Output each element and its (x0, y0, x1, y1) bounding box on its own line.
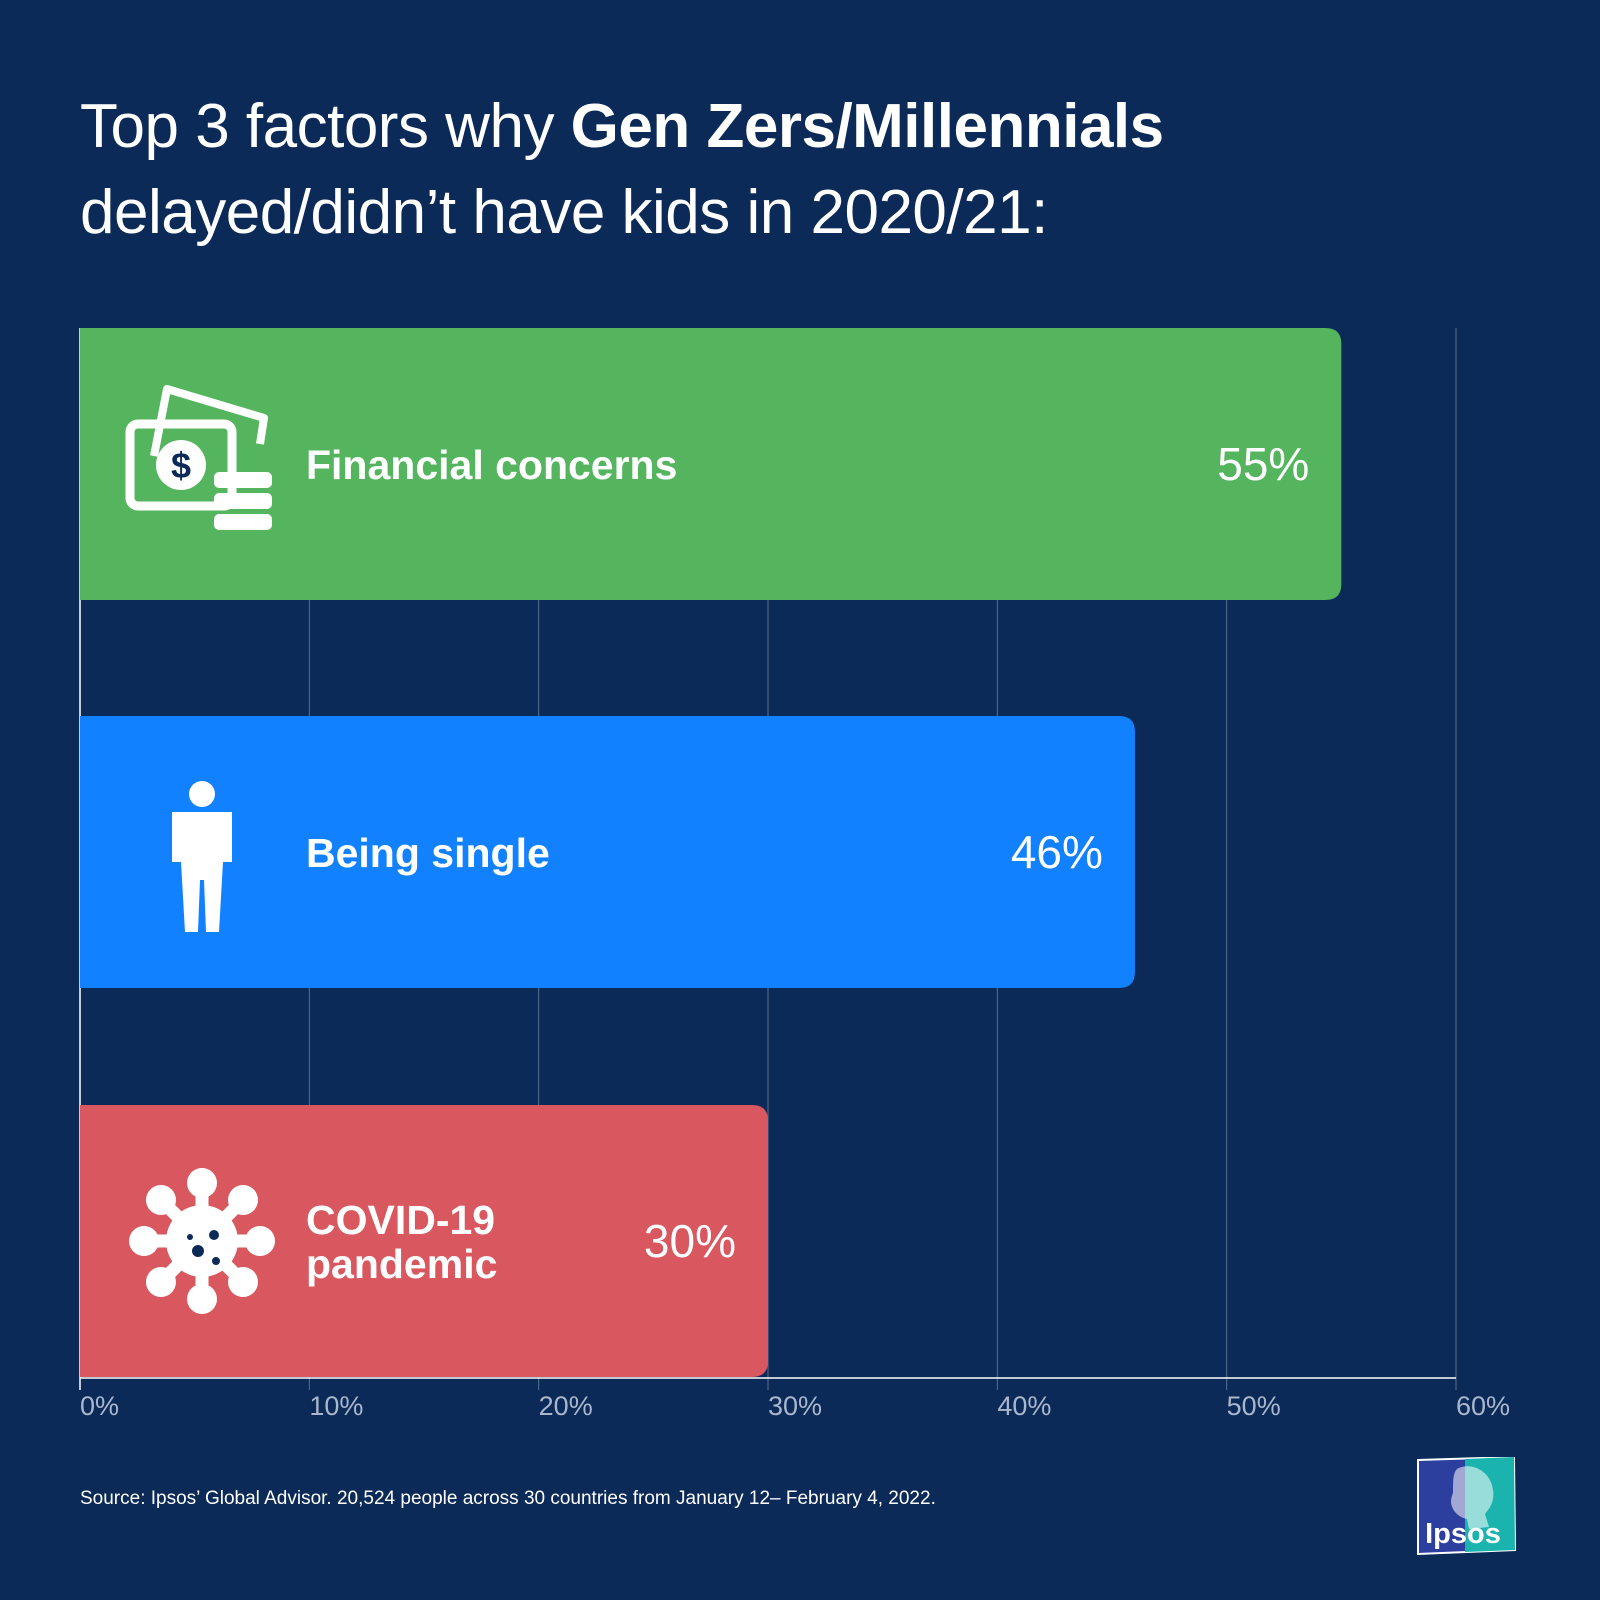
x-tick-label: 30% (768, 1391, 822, 1421)
bar-value-label: 55% (1217, 438, 1309, 490)
virus-dot (212, 1257, 220, 1265)
person-head (189, 781, 215, 807)
bar (80, 716, 1135, 988)
money-icon: $ (125, 385, 272, 530)
bar (80, 1105, 768, 1377)
logo-text: Ipsos (1425, 1518, 1501, 1550)
chart-title: Top 3 factors why Gen Zers/Millennials de… (80, 84, 1164, 256)
x-tick-label: 20% (539, 1391, 593, 1421)
title-regular-text: Top 3 factors why (80, 92, 571, 161)
title-bold-text: Gen Zers/Millennials (570, 92, 1164, 161)
bar (80, 328, 1342, 600)
bar-value-label: 46% (1011, 826, 1103, 878)
virus-dot (192, 1245, 204, 1257)
x-tick-label: 40% (997, 1391, 1051, 1421)
virus-spike-tip (228, 1184, 259, 1215)
virus-spike-tip (145, 1267, 176, 1298)
ipsos-logo: Ipsos (1417, 1457, 1517, 1556)
coin-on-bill (156, 440, 206, 490)
bar-category-label: Being single (306, 830, 550, 876)
virus-icon (129, 1168, 275, 1314)
coin-stack (214, 472, 272, 488)
virus-spike-tip (145, 1184, 176, 1215)
coin-stack (214, 493, 272, 509)
bar-category-label: COVID-19 (306, 1197, 495, 1243)
virus-dot (209, 1230, 219, 1240)
virus-spike-tip (228, 1267, 259, 1298)
bar-value-label: 30% (644, 1215, 736, 1267)
bill-front-outline (125, 419, 237, 511)
virus-dot (187, 1234, 193, 1240)
virus-spike-tip (187, 1284, 217, 1314)
virus-spike-tip (187, 1168, 217, 1198)
person-icon (172, 781, 232, 932)
x-tick-label: 60% (1456, 1391, 1510, 1421)
coin-stack (214, 514, 272, 530)
bar-category-label: Financial concerns (306, 442, 677, 488)
x-tick-label: 50% (1227, 1391, 1281, 1421)
source-note: Source: Ipsos’ Global Advisor. 20,524 pe… (80, 1488, 936, 1509)
title-line-2: delayed/didn’t have kids in 2020/21: (80, 178, 1048, 247)
person-body (172, 812, 232, 932)
x-tick-label: 0% (80, 1391, 119, 1421)
dollar-sign: $ (171, 445, 191, 486)
bar-category-label: pandemic (306, 1241, 497, 1287)
virus-spike-tip (245, 1226, 275, 1256)
virus-spike-tip (129, 1226, 159, 1256)
x-tick-label: 10% (309, 1391, 363, 1421)
